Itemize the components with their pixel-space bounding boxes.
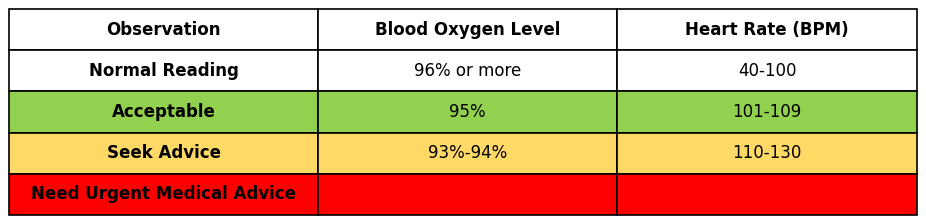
Text: 92% or less: 92% or less xyxy=(419,185,516,203)
Text: 101-109: 101-109 xyxy=(732,103,802,121)
Bar xyxy=(9,133,318,174)
Text: Acceptable: Acceptable xyxy=(112,103,216,121)
Bar xyxy=(9,174,318,215)
Bar xyxy=(9,50,318,91)
Bar xyxy=(318,91,618,133)
Text: 95%: 95% xyxy=(449,103,486,121)
Bar xyxy=(318,133,618,174)
Bar xyxy=(9,91,318,133)
Text: 93%-94%: 93%-94% xyxy=(428,144,507,162)
Bar xyxy=(618,91,917,133)
Text: Observation: Observation xyxy=(106,21,220,39)
Text: 40-100: 40-100 xyxy=(738,62,796,80)
Bar xyxy=(618,50,917,91)
Bar xyxy=(318,174,618,215)
Bar xyxy=(318,50,618,91)
Text: Heart Rate (BPM): Heart Rate (BPM) xyxy=(685,21,849,39)
Bar xyxy=(618,9,917,50)
Bar xyxy=(618,133,917,174)
Bar xyxy=(618,174,917,215)
Bar xyxy=(318,9,618,50)
Bar xyxy=(9,9,318,50)
Text: 110-130: 110-130 xyxy=(732,144,802,162)
Text: 131 or more: 131 or more xyxy=(716,185,819,203)
Text: Seek Advice: Seek Advice xyxy=(106,144,220,162)
Text: Normal Reading: Normal Reading xyxy=(89,62,239,80)
Text: Blood Oxygen Level: Blood Oxygen Level xyxy=(375,21,560,39)
Text: Need Urgent Medical Advice: Need Urgent Medical Advice xyxy=(31,185,296,203)
Text: 96% or more: 96% or more xyxy=(414,62,521,80)
